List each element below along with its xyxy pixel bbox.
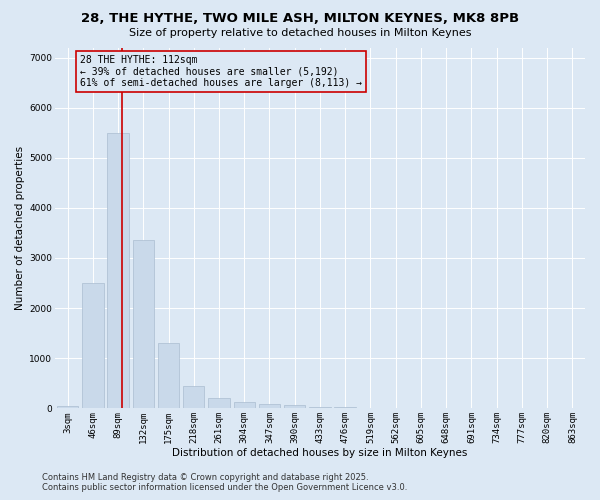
X-axis label: Distribution of detached houses by size in Milton Keynes: Distribution of detached houses by size … bbox=[172, 448, 467, 458]
Bar bbox=[57, 406, 78, 408]
Bar bbox=[82, 283, 104, 408]
Bar bbox=[233, 402, 255, 408]
Bar bbox=[158, 343, 179, 408]
Text: 28, THE HYTHE, TWO MILE ASH, MILTON KEYNES, MK8 8PB: 28, THE HYTHE, TWO MILE ASH, MILTON KEYN… bbox=[81, 12, 519, 26]
Bar bbox=[133, 240, 154, 408]
Bar bbox=[183, 386, 205, 408]
Text: Contains HM Land Registry data © Crown copyright and database right 2025.
Contai: Contains HM Land Registry data © Crown c… bbox=[42, 473, 407, 492]
Text: Size of property relative to detached houses in Milton Keynes: Size of property relative to detached ho… bbox=[129, 28, 471, 38]
Bar bbox=[107, 132, 129, 408]
Bar bbox=[309, 407, 331, 408]
Bar bbox=[208, 398, 230, 408]
Y-axis label: Number of detached properties: Number of detached properties bbox=[15, 146, 25, 310]
Bar bbox=[284, 406, 305, 408]
Text: 28 THE HYTHE: 112sqm
← 39% of detached houses are smaller (5,192)
61% of semi-de: 28 THE HYTHE: 112sqm ← 39% of detached h… bbox=[80, 55, 362, 88]
Bar bbox=[259, 404, 280, 408]
